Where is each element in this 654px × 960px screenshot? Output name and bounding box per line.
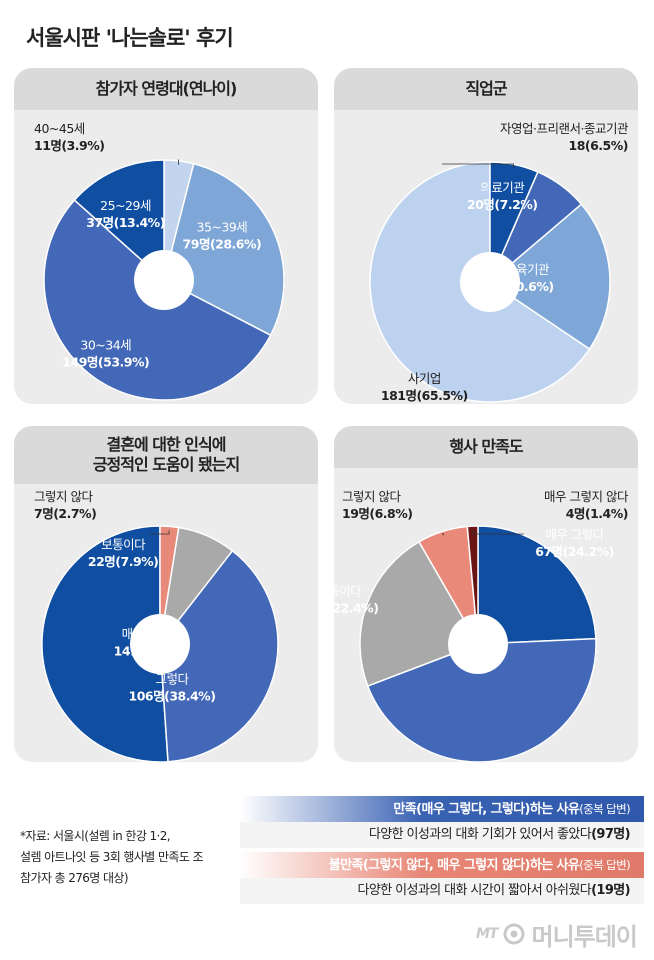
callout-leader-line xyxy=(150,530,170,535)
age-callout-40-45-label: 40~45세 xyxy=(34,121,85,136)
occupation-callout-selfemployed-value: 18(6.5%) xyxy=(568,138,629,153)
satisfaction-callout-very-no-value: 4명(1.4%) xyxy=(565,506,629,521)
occupation-callout-selfemployed: 자영업·프리랜서·종교기관 18(6.5%) xyxy=(500,120,628,154)
satisfied-reason-title: 만족(매우 그렇다, 그렇다)하는 사유 xyxy=(393,802,580,817)
satisfied-reason-count: (97명) xyxy=(591,827,631,842)
pie-slice xyxy=(163,162,285,337)
slice-label: 35~39세 xyxy=(197,220,248,235)
pie-slice xyxy=(366,637,597,762)
slice-value-label: 141명(51%) xyxy=(114,643,188,658)
pie-slice xyxy=(159,549,279,762)
pie-slice xyxy=(41,525,169,762)
satisfaction-callout-no-value: 19명(6.8%) xyxy=(342,506,413,521)
source-line-1: *자료: 서울시(설렘 in 한강 1·2, xyxy=(20,829,171,843)
pie-center-hole xyxy=(460,252,520,312)
slice-label: 매우 그렇다 xyxy=(545,527,604,542)
age-chart-panel: 참가자 연령대(연나이) 35~39세 79명(28.6%) 30~34세 149명(… xyxy=(14,68,318,404)
satisfied-reason-text: 다양한 이성과의 대화 기회가 있어서 좋았다 xyxy=(368,827,592,842)
marriage-pie-chart: 매우 그렇다 141명(51%) 그렇다 106명(38.4%) 보통이다 22명(7.9… xyxy=(41,525,279,762)
satisfaction-callout-very-no: 매우 그렇지 않다 4명(1.4%) xyxy=(544,488,628,522)
callout-leader-line xyxy=(442,163,515,169)
slice-label: 보통이다 xyxy=(101,537,146,552)
age-callout-40-45-value: 11명(3.9%) xyxy=(34,138,105,153)
logo-mt: MT xyxy=(476,926,499,942)
slice-label: 공공·교육기관 xyxy=(480,262,550,277)
age-chart-title: 참가자 연령대(연나이) xyxy=(14,68,318,110)
pie-slice xyxy=(477,525,597,645)
dissatisfied-reason-title: 불만족(그렇지 않다, 매우 그렇지 않다)하는 사유 xyxy=(328,858,580,873)
slice-label: 보통이다 xyxy=(334,584,362,599)
slice-value-label: 20명(7.2%) xyxy=(467,197,538,212)
logo-swirl-icon xyxy=(503,923,525,945)
satisfaction-callout-very-no-label: 매우 그렇지 않다 xyxy=(544,489,628,504)
age-callout-40-45: 40~45세 11명(3.9%) xyxy=(34,120,105,154)
occupation-callout-selfemployed-label: 자영업·프리랜서·종교기관 xyxy=(500,121,628,136)
pie-slice xyxy=(488,203,611,350)
source-line-3: 참가자 총 276명 대상) xyxy=(20,871,129,885)
satisfaction-callout-no: 그렇지 않다 19명(6.8%) xyxy=(342,488,413,522)
source-note: *자료: 서울시(설렘 in 한강 1·2, 설렘 아트나잇 등 3회 행사별 … xyxy=(20,826,244,889)
pie-center-hole xyxy=(448,614,508,674)
marriage-chart-panel: 결혼에 대한 인식에 긍정적인 도움이 됐는지 매우 그렇다 141명(51%) 그… xyxy=(14,426,318,762)
occupation-chart-panel: 직업군 사기업 181명(65.5%) 공공·교육기관 57명(20.6%) 의료기관 2… xyxy=(334,68,638,404)
pie-slice xyxy=(359,540,480,688)
marriage-callout-no-value: 7명(2.7%) xyxy=(34,506,97,521)
slice-label: 의료기관 xyxy=(480,180,525,195)
marriage-callout-no: 그렇지 않다 7명(2.7%) xyxy=(34,488,97,522)
publisher-logo: MT 머니투데이 xyxy=(476,914,638,954)
callout-leader-line xyxy=(472,530,524,535)
satisfied-reason-row: 다양한 이성과의 대화 기회가 있어서 좋았다(97명) xyxy=(240,822,644,848)
callout-leader-line xyxy=(178,159,179,165)
occupation-pie-chart: 사기업 181명(65.5%) 공공·교육기관 57명(20.6%) 의료기관 20명(7… xyxy=(369,161,611,403)
satisfaction-callout-no-label: 그렇지 않다 xyxy=(342,489,401,504)
pie-slice xyxy=(73,159,165,282)
slice-value-label: 37명(13.4%) xyxy=(86,215,165,230)
marriage-chart-title-line1: 결혼에 대한 인식에 xyxy=(106,435,227,454)
slice-value-label: 181명(65.5%) xyxy=(381,388,468,403)
slice-label: 25~29세 xyxy=(100,198,151,213)
dissatisfied-reason-count: (19명) xyxy=(591,883,631,898)
pie-center-hole xyxy=(130,614,190,674)
satisfaction-chart-title: 행사 만족도 xyxy=(334,426,638,468)
occupation-chart-title: 직업군 xyxy=(334,68,638,110)
dissatisfied-reason-text: 다양한 이성과의 대화 시간이 짧아서 아쉬웠다 xyxy=(357,883,592,898)
pie-center-hole xyxy=(134,250,194,310)
marriage-chart-title-line2: 긍정적인 도움이 됐는지 xyxy=(92,455,240,474)
dissatisfied-reason-note: (중복 답변) xyxy=(579,858,630,872)
slice-label: 사기업 xyxy=(408,371,441,386)
slice-value-label: 106명(38.4%) xyxy=(129,688,216,703)
slice-label: 매우 그렇다 xyxy=(122,626,181,641)
satisfied-reason-header: 만족(매우 그렇다, 그렇다)하는 사유(중복 답변) xyxy=(240,796,644,822)
source-line-2: 설렘 아트나잇 등 3회 행사별 만족도 조 xyxy=(20,850,204,864)
marriage-chart-title: 결혼에 대한 인식에 긍정적인 도움이 됐는지 xyxy=(14,426,318,484)
dissatisfied-reason-header: 불만족(그렇지 않다, 매우 그렇지 않다)하는 사유(중복 답변) xyxy=(240,852,644,878)
dissatisfied-reason-row: 다양한 이성과의 대화 시간이 짧아서 아쉬웠다(19명) xyxy=(240,878,644,904)
satisfaction-chart-panel: 행사 만족도 매우 그렇다67명(24.2%)그렇다124명(44.9%)보통이… xyxy=(334,426,638,762)
pie-slice xyxy=(489,161,539,283)
age-pie-chart: 35~39세 79명(28.6%) 30~34세 149명(53.9%) 25~29세 3… xyxy=(43,159,285,401)
satisfied-reason-note: (중복 답변) xyxy=(579,802,630,816)
slice-label: 30~34세 xyxy=(80,337,131,352)
slice-value-label: 67명(24.2%) xyxy=(535,544,614,559)
slice-label: 그렇다 xyxy=(155,671,189,686)
slice-value-label: 22명(7.9%) xyxy=(88,554,159,569)
slice-value-label: 62명(22.4%) xyxy=(334,601,378,616)
slice-value-label: 57명(20.6%) xyxy=(475,279,554,294)
slice-value-label: 149명(53.9%) xyxy=(62,354,149,369)
satisfaction-pie-chart: 매우 그렇다67명(24.2%)그렇다124명(44.9%)보통이다62명(22… xyxy=(334,525,614,762)
page-title: 서울시판 '나는솔로' 후기 xyxy=(26,26,234,50)
logo-name: 머니투데이 xyxy=(531,922,637,951)
callout-leader-line xyxy=(442,533,444,536)
marriage-callout-no-label: 그렇지 않다 xyxy=(34,489,93,504)
slice-value-label: 79명(28.6%) xyxy=(183,237,262,252)
